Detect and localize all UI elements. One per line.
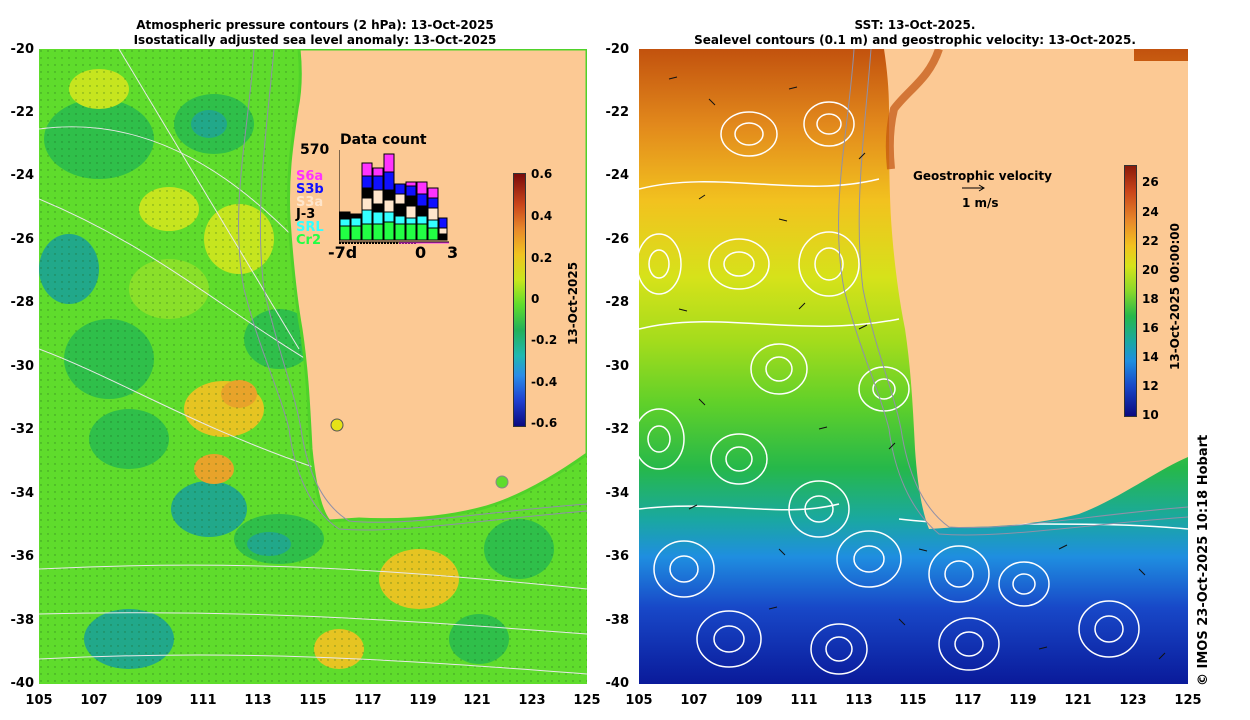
lon-tick: 125 [573, 693, 601, 708]
lon-tick: 113 [244, 693, 272, 708]
colorbar-tick: 10 [1142, 408, 1159, 422]
right-title-line1: SST: 13-Oct-2025. [854, 18, 976, 32]
mission-label: S3a [296, 195, 324, 210]
lon-tick: 117 [954, 693, 982, 708]
colorbar-tick: 0.2 [531, 251, 553, 265]
lat-tick: -28 [605, 295, 630, 310]
lon-tick: 125 [1174, 693, 1202, 708]
lon-tick: 109 [735, 693, 763, 708]
lon-tick: 107 [680, 693, 708, 708]
lon-tick: 117 [354, 693, 382, 708]
lat-tick: -34 [10, 486, 35, 501]
colorbar-tick: 0.4 [531, 209, 553, 223]
colorbar-tick: 0 [531, 292, 540, 306]
velocity-legend-title: Geostrophic velocity [913, 169, 1052, 183]
island-marker [330, 418, 344, 432]
mission-label: SRL [296, 220, 324, 235]
sea-level-anomaly-map[interactable] [39, 49, 587, 684]
bathymetry-contours [838, 49, 1188, 536]
lon-tick: 123 [518, 693, 546, 708]
lon-tick: 115 [899, 693, 927, 708]
colorbar-tick: 14 [1142, 350, 1159, 364]
lat-tick: -24 [10, 168, 35, 183]
colorbar-tick: 20 [1142, 263, 1159, 277]
lat-tick: -30 [10, 359, 35, 374]
histogram-x-label: 0 [415, 243, 427, 262]
lat-tick: -30 [605, 359, 630, 374]
lat-tick: -26 [10, 232, 35, 247]
lon-tick: 105 [25, 693, 53, 708]
lat-tick: -32 [10, 422, 35, 437]
velocity-scale-label: 1 m/s [962, 196, 999, 210]
left-panel-title: Atmospheric pressure contours (2 hPa): 1… [40, 18, 590, 48]
data-count-title: Data count [340, 132, 427, 148]
sla-colorbar [513, 173, 526, 427]
data-count-histogram [339, 150, 449, 244]
left-title-line1: Atmospheric pressure contours (2 hPa): 1… [136, 18, 494, 32]
sst-map[interactable] [639, 49, 1188, 684]
lon-tick: 119 [1009, 693, 1037, 708]
colorbar-tick: 18 [1142, 292, 1159, 306]
lat-tick: -36 [10, 549, 35, 564]
lon-tick: 123 [1119, 693, 1147, 708]
lon-tick: 111 [189, 693, 217, 708]
data-count-max: 570 [300, 142, 330, 158]
colorbar-tick: 16 [1142, 321, 1159, 335]
colorbar-tick: 22 [1142, 234, 1159, 248]
left-title-line2: Isostatically adjusted sea level anomaly… [133, 33, 497, 47]
australia-landmass [884, 49, 1188, 529]
lon-tick: 105 [625, 693, 653, 708]
australia-landmass [286, 49, 587, 523]
colorbar-tick: -0.6 [531, 416, 558, 430]
lat-tick: -40 [605, 676, 630, 691]
right-colorbar-label: 13-Oct-2025 00:00:00 [1168, 223, 1182, 370]
histogram-x-label: 3 [447, 243, 459, 262]
mission-label: Cr2 [296, 233, 321, 248]
right-title-line2: Sealevel contours (0.1 m) and geostrophi… [694, 33, 1136, 47]
mission-label: J-3 [296, 207, 316, 222]
lat-tick: -38 [605, 613, 630, 628]
lon-tick: 111 [790, 693, 818, 708]
lon-tick: 115 [299, 693, 327, 708]
lat-tick: -36 [605, 549, 630, 564]
lon-tick: 109 [135, 693, 163, 708]
velocity-scale-arrow [962, 184, 985, 192]
lat-tick: -22 [605, 105, 630, 120]
lat-tick: -34 [605, 486, 630, 501]
lat-tick: -28 [10, 295, 35, 310]
pressure-contours [39, 49, 587, 675]
lat-tick: -20 [10, 42, 35, 57]
lat-tick: -20 [605, 42, 630, 57]
sst-colorbar [1124, 165, 1137, 417]
lon-tick: 107 [80, 693, 108, 708]
lat-tick: -38 [10, 613, 35, 628]
mission-label: S6a [296, 169, 324, 184]
colorbar-tick: -0.2 [531, 333, 558, 347]
colorbar-tick: 0.6 [531, 167, 553, 181]
lon-tick: 119 [409, 693, 437, 708]
mission-label: S3b [296, 182, 324, 197]
lat-tick: -22 [10, 105, 35, 120]
lon-tick: 121 [1064, 693, 1092, 708]
imos-credit: © IMOS 23-Oct-2025 10:18 Hobart [1196, 434, 1211, 686]
island-marker [495, 475, 509, 489]
geostrophic-velocity-arrows [668, 76, 1166, 660]
right-panel-title: SST: 13-Oct-2025. Sealevel contours (0.1… [640, 18, 1190, 48]
colorbar-tick: 24 [1142, 205, 1159, 219]
lat-tick: -24 [605, 168, 630, 183]
lon-tick: 121 [463, 693, 491, 708]
lat-tick: -40 [10, 676, 35, 691]
colorbar-tick: 12 [1142, 379, 1159, 393]
lat-tick: -26 [605, 232, 630, 247]
colorbar-tick: -0.4 [531, 375, 558, 389]
left-colorbar-label: 13-Oct-2025 [566, 261, 580, 345]
bathymetry-contours [238, 49, 587, 531]
histogram-x-label: -7d [328, 243, 358, 262]
lon-tick: 113 [845, 693, 873, 708]
lat-tick: -32 [605, 422, 630, 437]
colorbar-tick: 26 [1142, 175, 1159, 189]
